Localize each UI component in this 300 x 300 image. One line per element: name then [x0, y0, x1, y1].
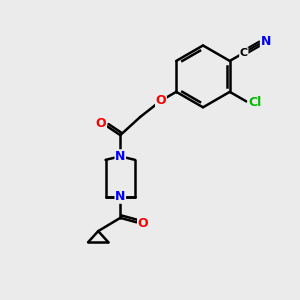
Text: O: O — [138, 217, 148, 230]
Text: N: N — [260, 35, 271, 48]
Text: N: N — [115, 190, 125, 203]
Text: N: N — [115, 150, 125, 163]
Text: O: O — [156, 94, 166, 107]
Text: O: O — [96, 117, 106, 130]
Text: Cl: Cl — [248, 96, 261, 110]
Text: C: C — [240, 48, 248, 58]
